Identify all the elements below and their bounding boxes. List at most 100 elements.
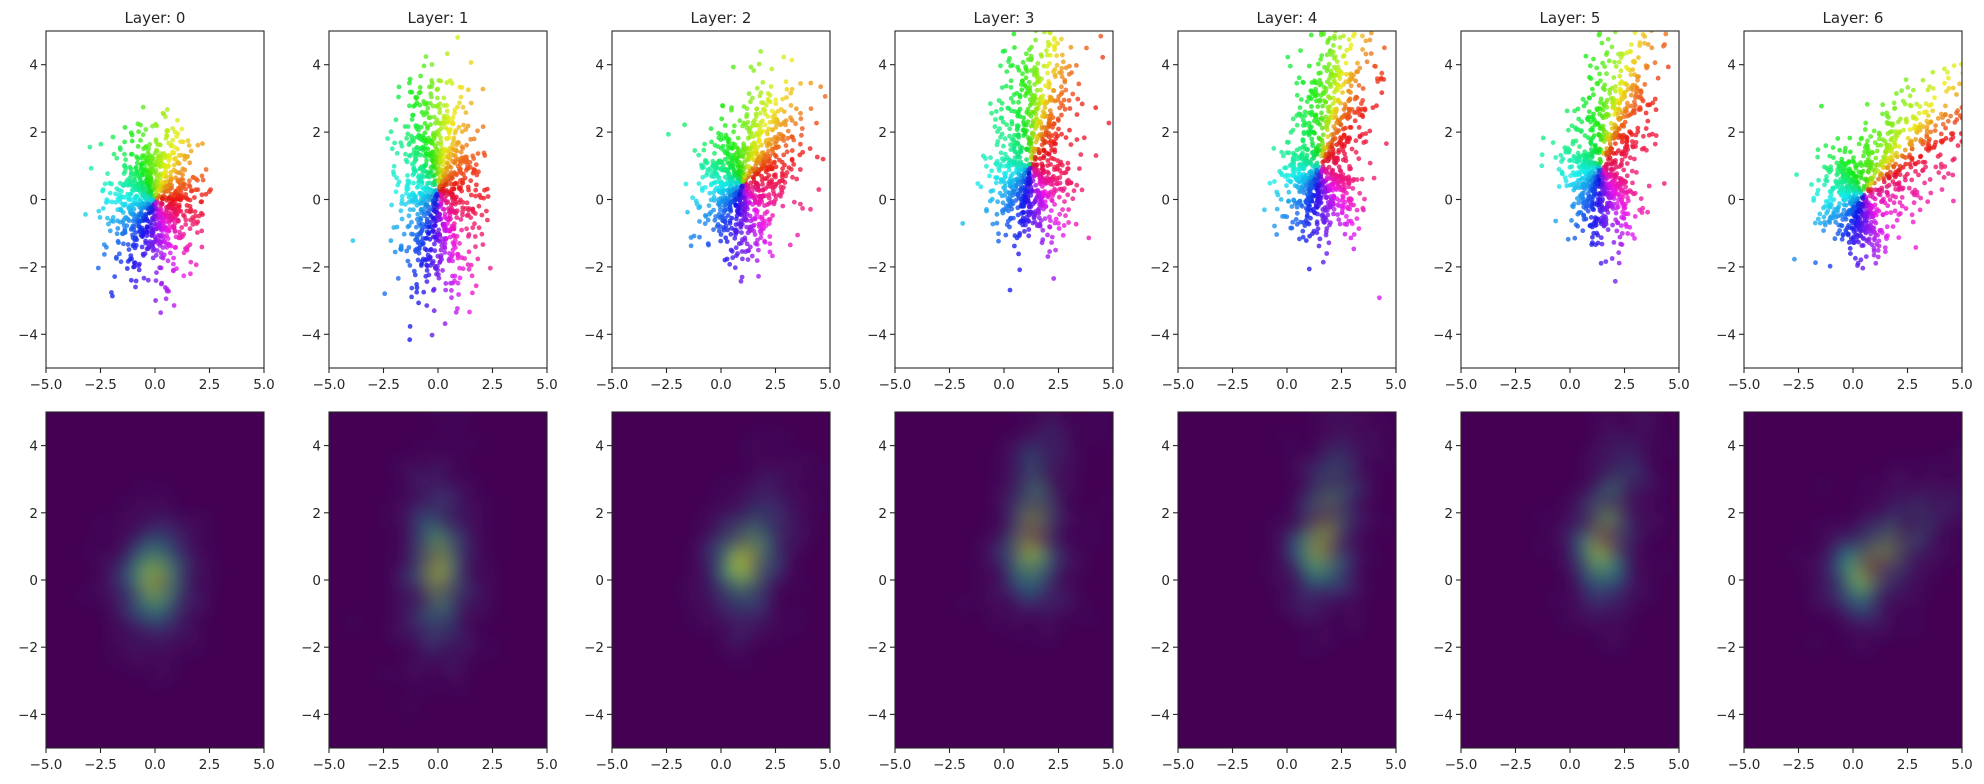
scatter-point [143,168,149,174]
scatter-point [424,303,430,308]
scatter-point [396,84,402,90]
scatter-point [144,229,150,235]
scatter-point [441,154,446,160]
scatter-point [154,147,159,153]
scatter-point [800,206,805,211]
scatter-point [1044,52,1050,58]
scatter-point [718,224,723,230]
scatter-point [396,94,401,100]
scatter-point [107,228,113,234]
scatter-point [445,160,450,166]
scatter-point [171,261,176,267]
scatter-point [760,181,765,187]
scatter-point [739,201,745,207]
scatter-point [171,167,177,173]
density-kernel [448,493,458,503]
scatter-point [432,234,438,240]
scatter-point [167,250,173,256]
scatter-point [990,221,996,227]
scatter-point [465,87,471,93]
density-kernel [479,529,489,539]
density-kernel [785,620,795,630]
scatter-point [152,169,157,175]
scatter-point [429,78,434,83]
density-kernel [727,483,737,493]
scatter-point [759,177,765,183]
scatter-point [795,232,800,238]
scatter-point [436,227,442,233]
scatter-point [451,186,457,192]
scatter-point [441,171,446,176]
x-tick-label: 2.5 [765,377,786,393]
scatter-point [432,134,437,139]
scatter-point [171,303,177,308]
scatter-point [156,233,161,238]
scatter-point [1019,145,1025,151]
scatter-point [136,214,142,220]
scatter-point [1040,184,1045,189]
scatter-point [115,226,121,231]
density-kernel [760,589,770,599]
scatter-point [428,91,434,97]
scatter-point [156,173,162,179]
scatter-point [482,153,488,158]
scatter-point [414,289,420,295]
scatter-point [407,324,413,329]
density-kernel [695,597,704,607]
scatter-point [399,193,405,199]
density-kernel [132,580,142,590]
density-kernel [430,643,440,653]
scatter-point [773,197,778,202]
scatter-point [441,158,447,164]
scatter-point [761,162,767,168]
scatter-point [437,233,443,238]
scatter-point [148,171,153,177]
scatter-point [457,100,462,106]
scatter-point [451,170,457,175]
scatter-point [702,221,708,227]
scatter-point [1027,47,1032,53]
scatter-point [724,239,730,245]
scatter-point [778,184,784,190]
scatter-point [424,247,430,253]
scatter-point [765,143,770,149]
scatter-point [424,279,430,284]
scatter-point [744,241,750,247]
density-kernel [778,475,788,485]
scatter-point [1073,221,1079,227]
scatter-point [468,136,474,142]
scatter-point [984,163,989,169]
scatter-point [1053,247,1058,253]
scatter-point [712,150,717,156]
scatter-point [738,278,744,284]
scatter-point [179,176,184,182]
density-kernel [754,517,764,526]
scatter-point [1007,133,1012,139]
scatter-point [725,227,730,233]
scatter-point [1015,205,1021,211]
scatter-point [419,197,424,202]
scatter-point [1022,229,1027,234]
scatter-point [122,139,127,145]
scatter-point [154,191,159,197]
scatter-point [129,138,135,144]
density-kernel [131,656,141,666]
density-kernel [706,504,716,514]
scatter-point [428,122,433,128]
scatter-point [1047,224,1052,230]
y-tick-label: −4 [18,707,38,723]
scatter-point [703,185,708,190]
scatter-point [126,204,132,210]
density-kernel [782,527,792,537]
scatter-point [189,188,195,194]
scatter-point [448,151,454,157]
density-kernel [738,531,748,541]
scatter-point [147,184,152,190]
scatter-point [123,157,128,163]
scatter-point [428,219,433,225]
scatter-point [409,285,415,291]
scatter-point [159,232,165,238]
scatter-point [112,274,118,279]
x-tick-label: −2.5 [650,377,683,393]
scatter-point [443,189,449,195]
